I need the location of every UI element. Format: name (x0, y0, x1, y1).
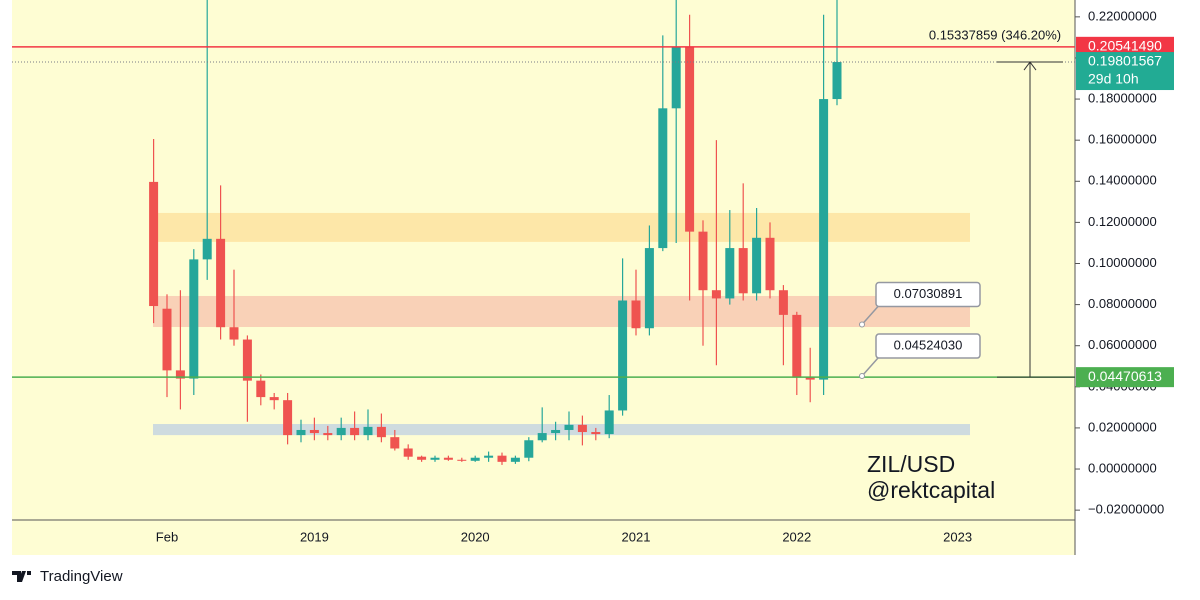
candle-body (497, 455, 507, 462)
candle-body (819, 99, 829, 380)
candle-body (484, 455, 494, 458)
candle-body (242, 339, 252, 381)
watermark: @rektcapital (867, 477, 995, 503)
candle-body (551, 429, 561, 434)
candle-body (216, 238, 226, 328)
candle-body (752, 237, 762, 294)
candle-body (229, 327, 239, 340)
y-tick-label: 0.14000000 (1088, 173, 1157, 188)
candle-body (658, 108, 668, 249)
callout-anchor (859, 373, 865, 380)
candle-body (470, 457, 480, 461)
candle-body (618, 300, 628, 411)
y-tick-label: 0.02000000 (1088, 419, 1157, 434)
price-badge-timer: 29d 10h (1088, 71, 1139, 87)
candle-body (269, 397, 279, 401)
candle-body (604, 410, 614, 435)
candle-body (457, 459, 467, 461)
logo-icon (12, 571, 31, 582)
candle-body (577, 424, 587, 433)
y-tick-label: −0.02000000 (1088, 502, 1164, 517)
plot-background (12, 0, 1075, 555)
candle-body (256, 380, 266, 398)
candle-body (832, 62, 842, 100)
callout-label: 0.07030891 (894, 286, 963, 301)
candle-body (336, 427, 346, 436)
candle-body (725, 248, 735, 299)
candle-body (644, 248, 654, 329)
candle-body (510, 457, 520, 462)
x-tick-label: 2020 (461, 529, 490, 544)
candle-body (765, 237, 775, 291)
y-tick-label: 0.18000000 (1088, 91, 1157, 106)
candle-body (202, 238, 212, 260)
y-tick-label: 0.12000000 (1088, 214, 1157, 229)
price-badge (1076, 36, 1174, 57)
candle-body (537, 433, 547, 441)
candle-body (175, 370, 185, 379)
y-tick-label: 0.06000000 (1088, 337, 1157, 352)
candle-body (685, 46, 695, 232)
candle-body (430, 457, 440, 460)
y-tick-label: 0.10000000 (1088, 255, 1157, 270)
candle-body (698, 231, 708, 291)
y-tick-label: 0.08000000 (1088, 296, 1157, 311)
candle-body (149, 181, 159, 307)
price-badge-label: 0.04470613 (1088, 368, 1162, 384)
measure-label: 0.15337859 (346.20%) (929, 27, 1061, 42)
callout-box (875, 333, 981, 359)
candle-body (443, 457, 453, 460)
candle-body (309, 429, 319, 434)
candle-body (350, 427, 360, 436)
zone (153, 424, 970, 436)
x-tick-label: Feb (156, 529, 178, 544)
callout-pointer (861, 306, 879, 326)
y-tick-label: 0.16000000 (1088, 132, 1157, 147)
candle-body (792, 314, 802, 378)
price-badge (1076, 52, 1174, 91)
x-tick-label: 2021 (622, 529, 651, 544)
candle-body (711, 290, 721, 299)
candle-body (363, 426, 373, 436)
callout-label: 0.04524030 (894, 337, 963, 352)
candle-body (524, 440, 534, 458)
candle-body (323, 433, 333, 436)
watermark: ZIL/USD (867, 451, 955, 477)
candle-body (403, 448, 413, 457)
candle-body (591, 432, 601, 435)
candle-body (390, 437, 400, 449)
logo: TradingView (12, 568, 123, 585)
callout-box (875, 281, 981, 308)
candle-body (296, 429, 306, 436)
candle-body (671, 46, 681, 109)
candle-body (162, 308, 172, 371)
callout-anchor (859, 321, 865, 328)
price-badge (1076, 367, 1174, 388)
candle-body (283, 400, 293, 436)
candle-body (778, 290, 788, 315)
candle-body (376, 426, 386, 438)
candle-body (564, 424, 574, 430)
callout-pointer (861, 357, 879, 377)
zone (153, 212, 970, 242)
logo-text: TradingView (40, 568, 123, 585)
candle-body (631, 300, 641, 329)
price-badge-label: 0.20541490 (1088, 38, 1162, 54)
y-tick-label: 0.22000000 (1088, 8, 1157, 23)
x-tick-label: 2022 (782, 529, 811, 544)
x-tick-label: 2023 (943, 529, 972, 544)
x-tick-label: 2019 (300, 529, 329, 544)
candle-body (738, 248, 748, 294)
plot-area (149, 0, 970, 465)
y-tick-label: 0.00000000 (1088, 460, 1157, 475)
candle-body (417, 456, 427, 460)
candle-body (805, 377, 815, 380)
zone (153, 295, 970, 328)
price-badge-label: 0.19801567 (1088, 53, 1162, 69)
candle-body (189, 259, 199, 379)
